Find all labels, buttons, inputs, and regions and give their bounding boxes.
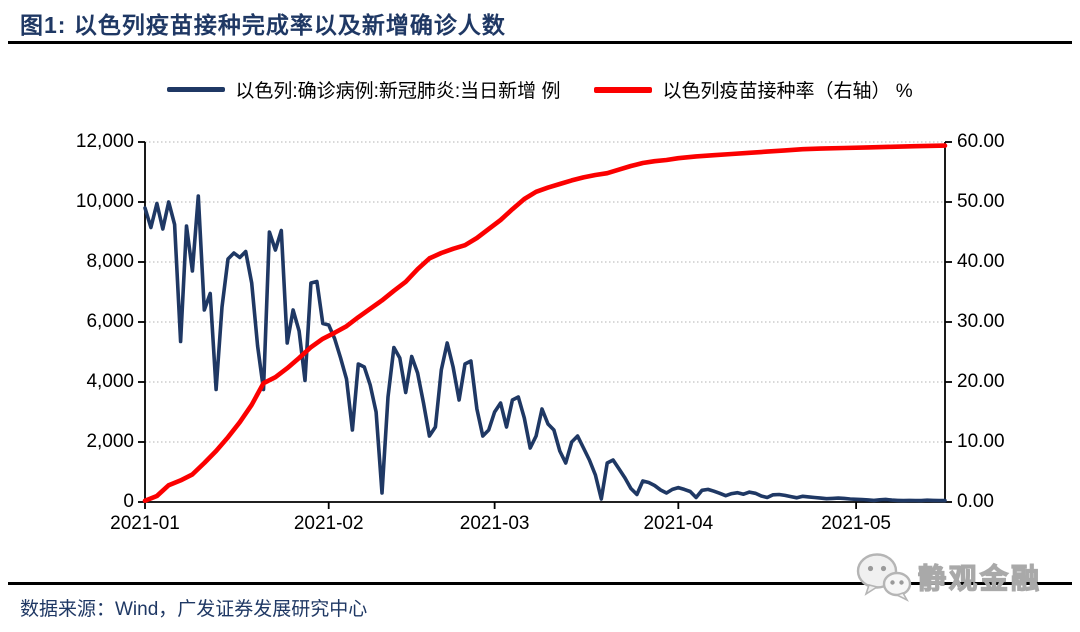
legend-item-cases: 以色列:确诊病例:新冠肺炎:当日新增 例	[167, 76, 560, 103]
title-rule	[8, 41, 1072, 44]
page-title: 图1: 以色列疫苗接种完成率以及新增确诊人数	[20, 12, 506, 38]
cases-line-swatch-icon	[167, 87, 226, 92]
source-text: 数据来源：Wind，广发证券发展研究中心	[20, 599, 368, 620]
watermark-text: 静观金融	[917, 562, 1042, 594]
footer-rule	[8, 582, 1072, 585]
legend-label-vaccination: 以色列疫苗接种率（右轴） %	[662, 81, 913, 102]
vaccination-line-swatch-icon	[594, 86, 653, 93]
chart-legend: 以色列:确诊病例:新冠肺炎:当日新增 例 以色列疫苗接种率（右轴） %	[0, 76, 1080, 103]
legend-item-vaccination: 以色列疫苗接种率（右轴） %	[594, 76, 913, 103]
wechat-icon	[856, 553, 912, 602]
watermark: 静观金融	[856, 552, 1042, 602]
legend-label-cases: 以色列:确诊病例:新冠肺炎:当日新增 例	[235, 81, 561, 102]
